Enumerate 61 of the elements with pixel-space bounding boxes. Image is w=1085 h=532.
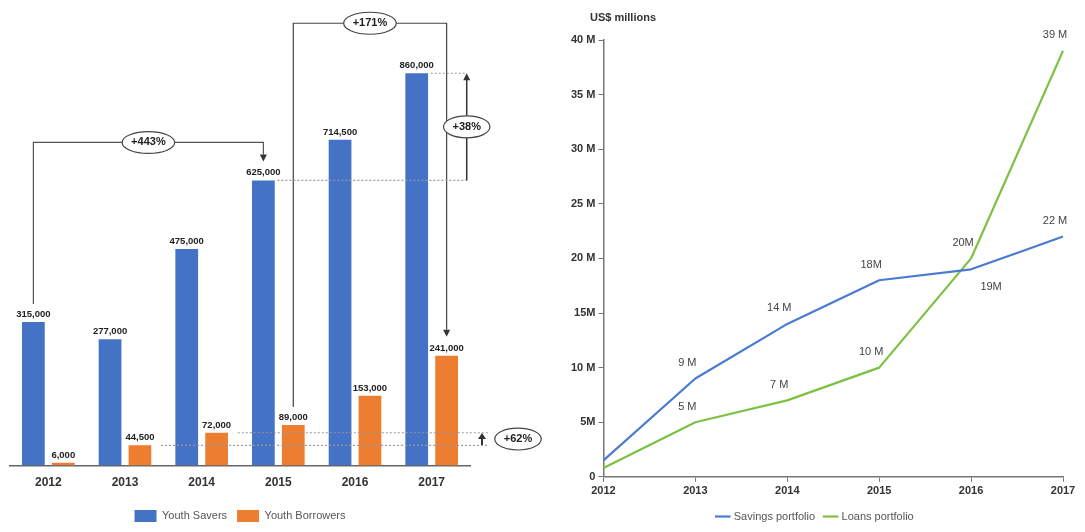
bar [175, 248, 199, 466]
y-tick-label: 30 M [570, 142, 596, 155]
x-tick-label: 2014 [775, 484, 801, 497]
data-label: 5 M [678, 399, 697, 412]
y-tick-label: 0 [589, 469, 596, 482]
legend-label: Loans portfolio [841, 509, 914, 522]
x-tick-label: 2014 [188, 475, 216, 490]
bar [98, 339, 122, 466]
legend-label: Youth Savers [162, 509, 228, 522]
data-label: 44,500 [125, 431, 155, 443]
data-label: 22 M [1042, 214, 1068, 227]
bar [405, 73, 429, 466]
data-label: 19M [980, 279, 1002, 292]
data-label: 14 M [767, 301, 792, 314]
x-tick-label: 2016 [341, 475, 369, 490]
data-label: 20M [952, 235, 974, 248]
data-label: 153,000 [352, 381, 388, 393]
data-label: 7 M [770, 377, 789, 390]
x-tick-label: 2012 [34, 475, 62, 490]
bar [252, 180, 275, 466]
x-tick-label: 2013 [111, 475, 139, 490]
y-tick-label: 35 M [570, 87, 596, 100]
data-label: 625,000 [246, 166, 281, 178]
bar [128, 445, 152, 466]
data-label: 89,000 [278, 410, 308, 422]
data-label: 860,000 [399, 59, 434, 71]
legend-label: Youth Borrowers [264, 509, 346, 522]
data-label: 72,000 [202, 418, 232, 430]
y-tick-label: 5M [580, 415, 596, 428]
data-label: 9 M [678, 356, 697, 369]
y-axis-title: US$ millions [590, 10, 657, 23]
y-tick-label: 10 M [570, 360, 596, 373]
annotation: +443% [131, 135, 166, 148]
text: +171% [352, 16, 388, 29]
data-label: 18M [860, 257, 882, 270]
y-tick-label: 40 M [570, 33, 596, 46]
text: +62% [503, 432, 533, 445]
data-label: 39 M [1042, 28, 1068, 41]
x-tick-label: 2015 [264, 475, 292, 490]
data-label: 714,500 [322, 125, 358, 137]
data-label: 315,000 [16, 307, 51, 319]
x-tick-label: 2015 [866, 484, 892, 497]
x-tick-label: 2016 [958, 484, 984, 497]
legend-label: Savings portfolio [733, 509, 816, 522]
x-tick-label: 2017 [1050, 484, 1076, 497]
bar [358, 395, 382, 466]
data-label: 10 M [858, 345, 884, 358]
y-tick-label: 25 M [570, 196, 596, 209]
bar [22, 321, 45, 466]
x-tick-label: 2012 [591, 484, 616, 497]
x-tick-label: 2013 [683, 484, 708, 497]
annotation: +38% [452, 119, 482, 132]
data-label: 241,000 [429, 341, 464, 353]
bar [328, 139, 352, 466]
data-label: 277,000 [92, 325, 128, 337]
x-tick-label: 2017 [418, 475, 446, 490]
bar [435, 355, 458, 466]
data-label: 6,000 [51, 448, 76, 460]
y-tick-label: 20 M [570, 251, 596, 264]
data-label: 475,000 [169, 234, 204, 246]
y-tick-label: 15M [574, 306, 596, 319]
